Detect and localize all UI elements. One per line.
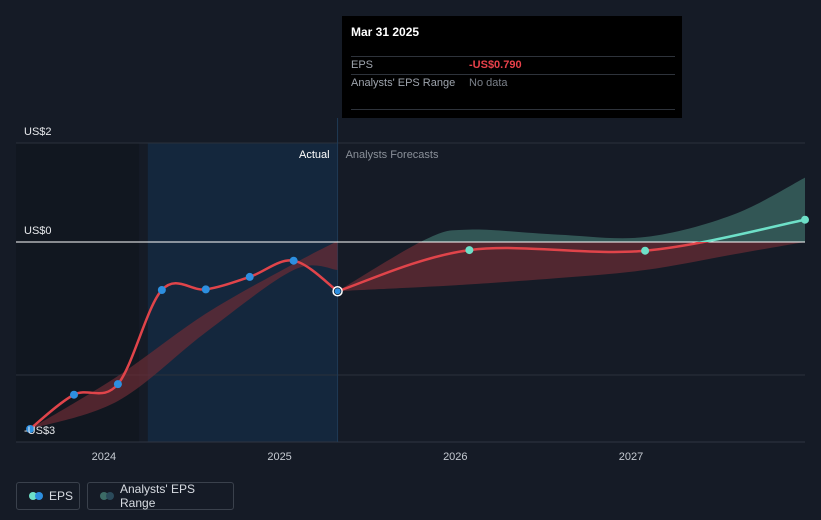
eps-actual-line [29,259,339,430]
chart-tooltip: Mar 31 2025 EPS -US$0.790 Analysts' EPS … [342,16,682,118]
eps-actual-point [69,390,78,399]
tooltip-eps-label: EPS [351,59,374,71]
tooltip-range-label: Analysts' EPS Range [351,77,456,89]
eps-actual-point [113,380,122,389]
eps-actual-point [26,425,35,433]
eps-actual-point [157,285,166,294]
y-tick-label: US$0 [24,225,52,237]
eps-legend-icon [29,492,43,500]
tooltip-divider [351,56,675,57]
eps-forecast-line-positive [696,218,806,242]
y-tick-label: -US$3 [24,425,55,437]
current-eps-point-core [334,288,341,295]
forecast-eps-range-negative [337,242,805,292]
tooltip-range-value: No data [469,77,508,89]
x-tick-label: 2027 [619,451,643,463]
tooltip-divider [351,74,675,75]
legend-eps-label: EPS [49,489,74,503]
past-eps-range-negative [30,242,338,429]
x-tick-label: 2026 [443,451,467,463]
eps-actual-point [201,285,210,294]
range-legend-icon [100,492,114,500]
tooltip-divider [351,109,675,110]
y-tick-label: US$2 [24,126,52,138]
eps-forecast-point [465,246,474,255]
eps-actual-point [245,272,254,281]
x-tick-label: 2024 [92,451,116,463]
tooltip-date: Mar 31 2025 [351,25,420,39]
forecast-section-label: Analysts Forecasts [346,149,439,161]
eps-actual-point [289,256,298,265]
actual-section-label: Actual [299,149,330,161]
legend-range[interactable]: Analysts' EPS Range [87,482,234,510]
eps-forecast-point [801,215,809,224]
eps-forecast-line-negative [337,242,710,293]
tooltip-eps-value: -US$0.790 [469,59,522,71]
legend-range-label: Analysts' EPS Range [120,482,195,510]
eps-forecast-point [641,246,650,255]
forecast-eps-range-positive [420,177,805,242]
legend-eps[interactable]: EPS [16,482,80,510]
x-tick-label: 2025 [267,451,291,463]
